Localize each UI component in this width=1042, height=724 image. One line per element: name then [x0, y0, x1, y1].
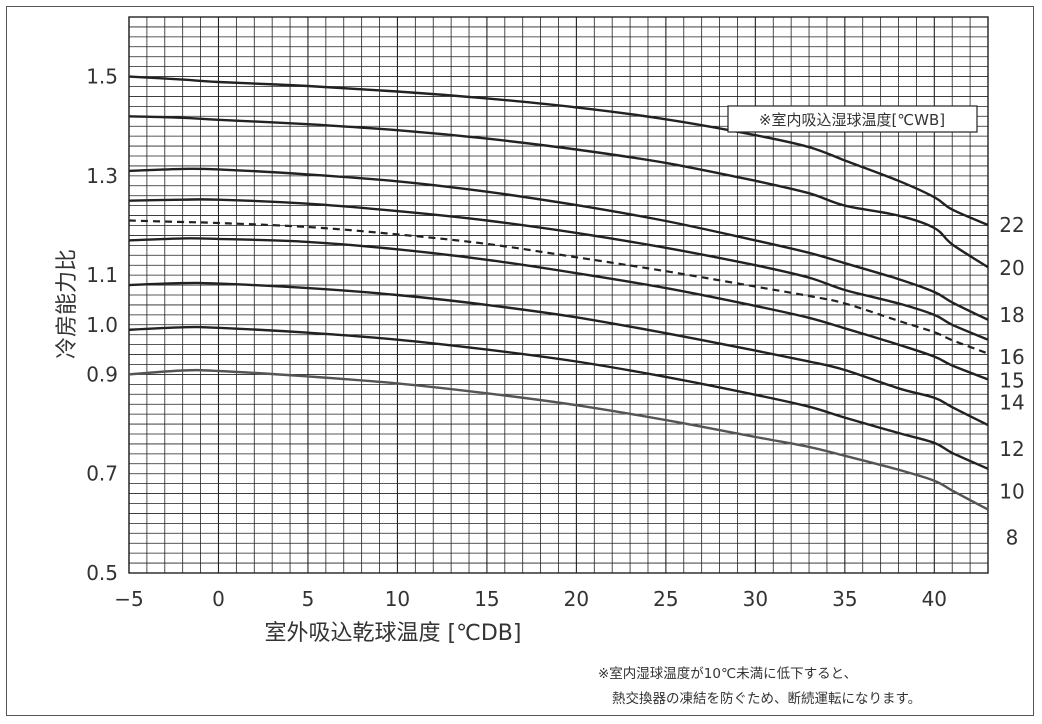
series-label-15: 15: [999, 368, 1024, 392]
series-line-8: [128, 368, 989, 511]
y-tick-label: 1.1: [86, 263, 118, 287]
figure-frame: [6, 6, 1034, 716]
note-line-2: 熱交換器の凍結を防ぐため、断続運転になります。: [612, 690, 921, 707]
series-line-18: [128, 167, 989, 321]
series-label-12: 12: [999, 437, 1024, 461]
y-axis-ticks: 0.5 0.7 0.9 1.0 1.1 1.3 1.5: [86, 65, 118, 585]
x-tick-label: 30: [743, 587, 768, 611]
y-tick-label: 1.5: [86, 65, 118, 89]
x-tick-label: −5: [114, 587, 143, 611]
x-tick-label: 35: [832, 587, 857, 611]
series-line-12: [128, 281, 989, 427]
series-line-14: [128, 237, 989, 381]
x-tick-label: 20: [564, 587, 589, 611]
series-label-20: 20: [999, 256, 1024, 280]
y-tick-label: 0.5: [86, 561, 118, 585]
x-tick-label: 0: [212, 587, 225, 611]
series-line-22: [128, 75, 989, 227]
note-line-1: ※室内湿球温度が10℃未満に低下すると、: [598, 665, 857, 682]
x-tick-label: 40: [922, 587, 947, 611]
series-label-8: 8: [1006, 525, 1019, 549]
series-label-18: 18: [999, 303, 1024, 327]
y-tick-label: 0.9: [86, 362, 118, 386]
series-line-16: [128, 198, 989, 341]
series-lines: [128, 75, 989, 511]
series-label-14: 14: [999, 391, 1024, 415]
series-line-10: [128, 325, 989, 470]
x-tick-label: 10: [385, 587, 410, 611]
y-tick-label: 0.7: [86, 462, 118, 486]
y-tick-label: 1.3: [86, 164, 118, 188]
x-tick-label: 25: [653, 587, 678, 611]
plot-border: [128, 16, 989, 574]
legend-title: ※室内吸込湿球温度[℃WB]: [759, 111, 945, 129]
legend-box: ※室内吸込湿球温度[℃WB]: [727, 105, 978, 133]
x-tick-label: 5: [302, 587, 315, 611]
y-tick-label: 1.0: [86, 313, 118, 337]
series-label-16: 16: [999, 345, 1024, 369]
x-axis-label: 室外吸込乾球温度 [℃DB]: [265, 621, 522, 646]
grid: [128, 16, 989, 574]
y-axis-label: 冷房能力比: [55, 249, 80, 359]
x-tick-label: 15: [474, 587, 499, 611]
series-line-15: [128, 219, 989, 355]
series-label-10: 10: [999, 480, 1024, 504]
series-label-22: 22: [999, 213, 1024, 237]
series-line-20: [128, 115, 989, 269]
x-axis-ticks: −5 0 5 10 15 20 25 30 35 40: [114, 587, 947, 611]
